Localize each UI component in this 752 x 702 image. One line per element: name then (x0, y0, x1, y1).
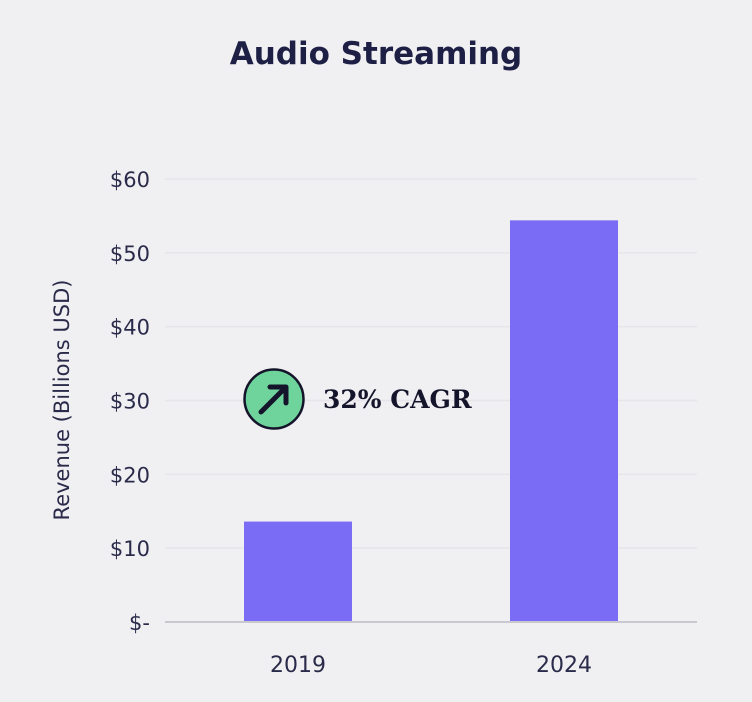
bar-2019 (244, 521, 352, 622)
y-tick-label: $50 (110, 242, 150, 266)
arrow-up-right-icon (243, 368, 305, 430)
y-tick-label: $40 (110, 316, 150, 340)
chart-title: Audio Streaming (229, 36, 523, 72)
y-tick-label: $60 (110, 168, 150, 192)
y-tick-label: $30 (110, 390, 150, 414)
x-tick-label: 2019 (270, 653, 326, 678)
cagr-label: 32% CAGR (323, 384, 472, 414)
x-tick-label: 2024 (536, 653, 592, 678)
bar-2024 (510, 220, 618, 622)
y-tick-label: $10 (110, 537, 150, 561)
y-tick-label: $20 (110, 463, 150, 487)
cagr-annotation: 32% CAGR (243, 368, 472, 430)
y-tick-label: $- (129, 611, 150, 635)
